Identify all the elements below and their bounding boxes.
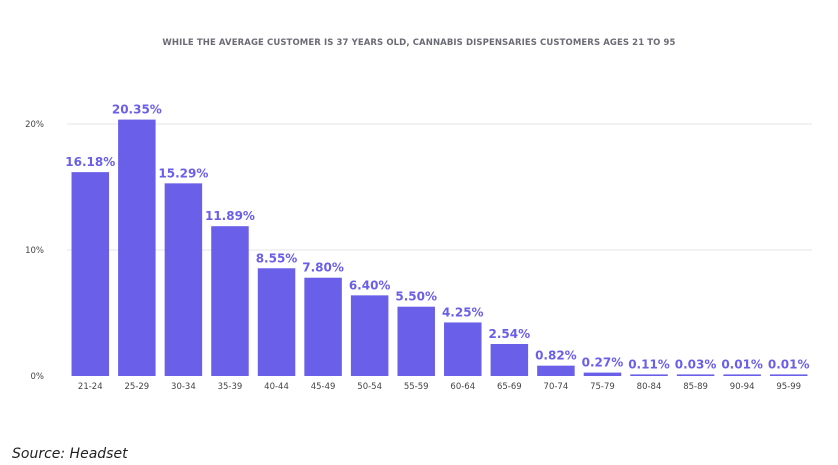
bar-40-44 [257, 268, 296, 376]
x-tick-label: 30-34 [171, 382, 196, 392]
x-tick-label: 25-29 [124, 382, 149, 392]
x-tick-label: 45-49 [311, 382, 336, 392]
bar-75-79 [583, 372, 622, 376]
data-label: 11.89% [205, 209, 255, 223]
bar-45-49 [304, 277, 342, 376]
data-label: 7.80% [302, 261, 344, 275]
y-axis-ticks: 0% 10% 20% [25, 120, 44, 382]
data-label: 0.27% [582, 356, 624, 370]
data-label: 16.18% [65, 155, 115, 169]
data-labels: 16.18% 20.35% 15.29% 11.89% 8.55% 7.80% 6.40% 5… [65, 103, 809, 372]
x-tick-label: 95-99 [776, 382, 801, 392]
bar-65-69 [490, 343, 529, 376]
y-tick-label: 10% [25, 246, 44, 256]
y-tick-label: 0% [31, 372, 45, 382]
data-label: 0.11% [628, 357, 670, 371]
data-label: 4.25% [442, 305, 484, 319]
x-tick-label: 90-94 [730, 382, 755, 392]
data-label: 0.03% [675, 357, 717, 371]
bar-55-59 [397, 306, 435, 376]
source-note: Source: Headset [12, 446, 128, 462]
x-tick-label: 40-44 [264, 382, 289, 392]
x-tick-label: 55-59 [404, 382, 429, 392]
x-tick-label: 65-69 [497, 382, 522, 392]
bar-95-99 [769, 374, 808, 376]
chart-title: WHILE THE AVERAGE CUSTOMER IS 37 YEARS O… [162, 38, 676, 48]
bar-25-29 [118, 119, 156, 376]
x-tick-label: 50-54 [357, 382, 382, 392]
x-tick-label: 80-84 [637, 382, 662, 392]
bar-90-94 [723, 374, 761, 376]
data-label: 2.54% [489, 327, 531, 341]
data-label: 6.40% [349, 278, 391, 292]
x-axis-ticks: 21-24 25-29 30-34 35-39 40-44 45-49 50-54 55-59… [78, 382, 801, 392]
bar-60-64 [444, 322, 482, 376]
x-tick-label: 60-64 [450, 382, 475, 392]
bar-80-84 [630, 374, 668, 376]
data-label: 15.29% [158, 166, 208, 180]
bar-70-74 [537, 365, 575, 376]
x-tick-label: 75-79 [590, 382, 615, 392]
bar-85-89 [676, 374, 715, 376]
bar-chart: 0% 10% 20% 16.18% 20.35% 15.29% 11.89% 8.55% 7.… [25, 103, 812, 392]
x-tick-label: 35-39 [218, 382, 243, 392]
y-tick-label: 20% [25, 120, 44, 130]
bar-21-24 [71, 172, 110, 376]
data-label: 0.82% [535, 349, 577, 363]
x-tick-label: 21-24 [78, 382, 103, 392]
data-label: 0.01% [768, 357, 810, 371]
data-label: 0.01% [721, 357, 763, 371]
bar-35-39 [211, 226, 249, 376]
bar-30-34 [164, 183, 203, 376]
bar-50-54 [350, 295, 389, 376]
data-label: 8.55% [256, 251, 298, 265]
x-tick-label: 70-74 [544, 382, 569, 392]
bars [71, 119, 808, 376]
data-label: 20.35% [112, 103, 162, 117]
data-label: 5.50% [395, 290, 437, 304]
x-tick-label: 85-89 [683, 382, 708, 392]
